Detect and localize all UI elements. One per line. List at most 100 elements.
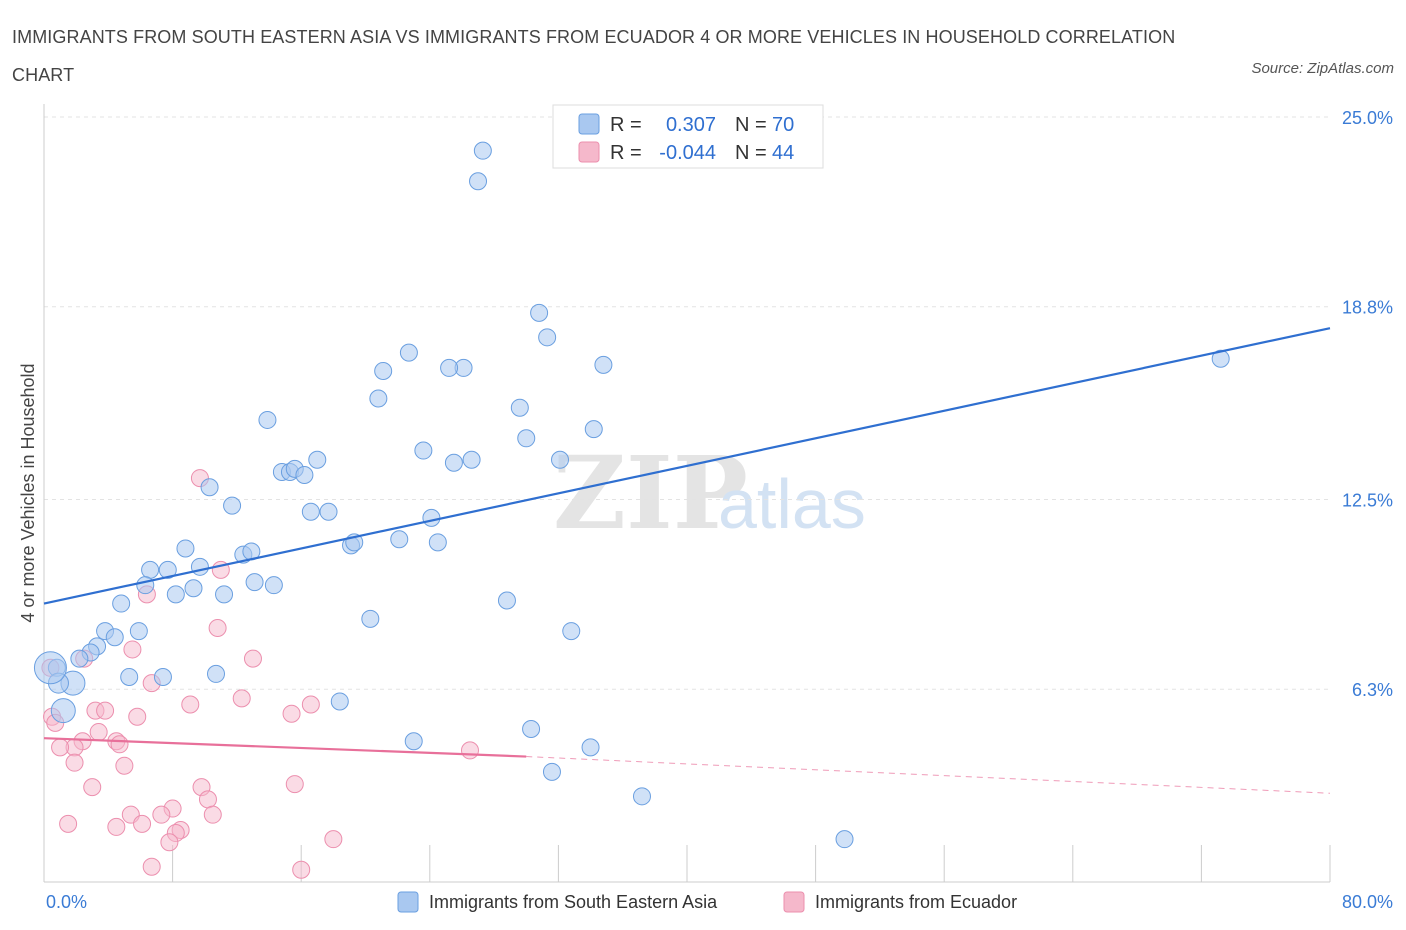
data-point-south-eastern-asia[interactable] — [428, 533, 447, 552]
data-point-south-eastern-asia[interactable] — [50, 698, 76, 724]
data-point-ecuador[interactable] — [460, 741, 479, 760]
data-point-south-eastern-asia[interactable] — [835, 830, 854, 849]
x-tick-label-min: 0.0% — [46, 892, 87, 912]
data-point-south-eastern-asia[interactable] — [497, 591, 516, 610]
data-point-ecuador[interactable] — [123, 640, 142, 659]
data-point-south-eastern-asia[interactable] — [301, 502, 320, 521]
data-point-south-eastern-asia[interactable] — [223, 496, 242, 515]
data-point-south-eastern-asia[interactable] — [166, 585, 185, 604]
data-point-south-eastern-asia[interactable] — [141, 560, 160, 579]
data-point-south-eastern-asia[interactable] — [153, 667, 172, 686]
data-point-south-eastern-asia[interactable] — [399, 343, 418, 362]
data-point-ecuador[interactable] — [198, 790, 217, 809]
trend-line-south-eastern-asia — [43, 327, 1331, 605]
data-point-south-eastern-asia[interactable] — [308, 450, 327, 469]
legend-n-value-blue: 70 — [772, 114, 794, 136]
y-tick-label: 18.8% — [1342, 298, 1393, 318]
data-point-ecuador[interactable] — [59, 814, 78, 833]
data-point-ecuador[interactable] — [51, 738, 70, 757]
legend-n-label-blue: N = — [735, 114, 767, 136]
data-point-ecuador[interactable] — [208, 619, 227, 638]
data-point-south-eastern-asia[interactable] — [136, 576, 155, 595]
data-point-south-eastern-asia[interactable] — [215, 585, 234, 604]
data-point-south-eastern-asia[interactable] — [258, 410, 277, 429]
data-point-south-eastern-asia[interactable] — [510, 398, 529, 417]
data-point-ecuador[interactable] — [142, 857, 161, 876]
data-point-south-eastern-asia[interactable] — [120, 667, 139, 686]
data-point-south-eastern-asia[interactable] — [33, 651, 67, 685]
watermark-atlas: atlas — [718, 465, 866, 543]
data-point-south-eastern-asia[interactable] — [469, 172, 488, 191]
data-point-ecuador[interactable] — [152, 805, 171, 824]
data-point-south-eastern-asia[interactable] — [112, 594, 131, 613]
data-point-south-eastern-asia[interactable] — [517, 429, 536, 448]
data-point-ecuador[interactable] — [301, 695, 320, 714]
data-point-south-eastern-asia[interactable] — [562, 622, 581, 641]
data-point-south-eastern-asia[interactable] — [522, 720, 541, 738]
legend-r-label-blue: R = — [610, 114, 642, 136]
data-point-south-eastern-asia[interactable] — [129, 622, 148, 641]
data-point-south-eastern-asia[interactable] — [404, 732, 423, 751]
data-point-ecuador[interactable] — [107, 817, 126, 836]
data-point-south-eastern-asia[interactable] — [1211, 349, 1230, 368]
data-point-south-eastern-asia[interactable] — [594, 355, 613, 374]
data-point-south-eastern-asia[interactable] — [200, 478, 219, 497]
bottom-legend-label-blue[interactable]: Immigrants from South Eastern Asia — [429, 892, 718, 912]
data-point-south-eastern-asia[interactable] — [245, 573, 264, 592]
data-point-south-eastern-asia[interactable] — [369, 389, 388, 408]
data-point-south-eastern-asia[interactable] — [444, 453, 463, 472]
bottom-legend-label-pink[interactable]: Immigrants from Ecuador — [815, 892, 1017, 912]
data-point-south-eastern-asia[interactable] — [414, 441, 433, 460]
data-point-south-eastern-asia[interactable] — [440, 358, 459, 377]
data-point-south-eastern-asia[interactable] — [158, 560, 177, 579]
data-point-ecuador[interactable] — [232, 689, 251, 708]
data-point-south-eastern-asia[interactable] — [473, 141, 492, 160]
data-point-south-eastern-asia[interactable] — [530, 303, 549, 322]
watermark-zip: ZIP — [553, 434, 748, 552]
data-point-south-eastern-asia[interactable] — [584, 420, 603, 439]
data-point-south-eastern-asia[interactable] — [330, 692, 349, 711]
x-tick-marks — [43, 845, 1331, 882]
data-point-ecuador[interactable] — [65, 753, 84, 772]
data-point-south-eastern-asia[interactable] — [462, 450, 481, 469]
data-point-south-eastern-asia[interactable] — [70, 649, 89, 668]
data-point-south-eastern-asia[interactable] — [551, 450, 570, 469]
trend-line-ecuador-extrapolated — [526, 756, 1331, 794]
data-point-ecuador[interactable] — [243, 649, 262, 668]
data-point-south-eastern-asia[interactable] — [319, 502, 338, 521]
data-point-ecuador[interactable] — [115, 756, 134, 775]
data-point-ecuador[interactable] — [133, 814, 152, 833]
bottom-legend-swatch-blue[interactable] — [397, 891, 419, 913]
data-point-ecuador[interactable] — [282, 704, 301, 723]
data-point-south-eastern-asia[interactable] — [390, 530, 409, 549]
data-point-south-eastern-asia[interactable] — [361, 609, 380, 628]
bottom-legend-swatch-pink[interactable] — [783, 891, 805, 913]
legend-r-value-blue: 0.307 — [666, 114, 716, 136]
data-point-ecuador[interactable] — [96, 701, 115, 720]
data-point-ecuador[interactable] — [83, 778, 102, 797]
data-point-ecuador[interactable] — [160, 833, 179, 852]
data-point-south-eastern-asia[interactable] — [184, 579, 203, 598]
data-point-ecuador[interactable] — [203, 805, 222, 824]
data-point-south-eastern-asia[interactable] — [632, 787, 651, 806]
series-ecuador-points — [41, 469, 479, 879]
data-point-ecuador[interactable] — [181, 695, 200, 714]
data-point-south-eastern-asia[interactable] — [264, 576, 283, 595]
data-point-ecuador[interactable] — [110, 735, 129, 754]
data-point-south-eastern-asia[interactable] — [105, 628, 124, 647]
data-point-south-eastern-asia[interactable] — [295, 466, 314, 485]
data-point-south-eastern-asia[interactable] — [190, 557, 209, 576]
data-point-south-eastern-asia[interactable] — [374, 361, 393, 380]
data-point-south-eastern-asia[interactable] — [581, 738, 600, 757]
data-point-south-eastern-asia[interactable] — [422, 508, 441, 527]
data-point-ecuador[interactable] — [128, 707, 147, 726]
data-point-ecuador[interactable] — [324, 830, 343, 849]
data-point-south-eastern-asia[interactable] — [542, 762, 561, 781]
data-point-south-eastern-asia[interactable] — [538, 328, 557, 347]
y-tick-label: 12.5% — [1342, 491, 1393, 511]
data-point-ecuador[interactable] — [292, 860, 311, 879]
data-point-ecuador[interactable] — [285, 775, 304, 794]
data-point-south-eastern-asia[interactable] — [207, 664, 226, 683]
data-point-south-eastern-asia[interactable] — [176, 539, 195, 558]
data-point-ecuador[interactable] — [89, 723, 108, 742]
